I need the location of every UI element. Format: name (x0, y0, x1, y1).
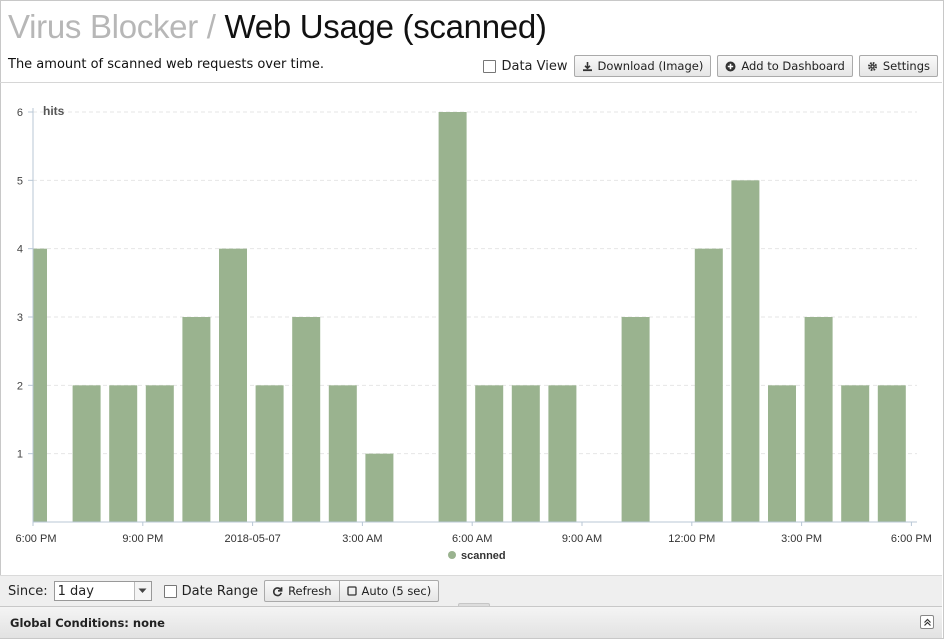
download-image-label: Download (Image) (597, 59, 704, 73)
report-name: Web Usage (scanned) (224, 8, 547, 45)
date-range-checkbox[interactable] (163, 584, 177, 598)
bar (475, 385, 504, 522)
download-icon (582, 61, 593, 72)
y-tick-label: 3 (17, 312, 23, 324)
legend-marker (448, 551, 456, 559)
legend-label: scanned (461, 550, 506, 562)
bar (438, 112, 467, 522)
bar (145, 385, 174, 522)
global-conditions-label: Global Conditions: none (10, 615, 165, 630)
since-select[interactable]: 1 day (53, 581, 152, 601)
x-tick-label: 6:00 AM (452, 533, 492, 545)
x-tick-label: 3:00 AM (342, 533, 382, 545)
bar (804, 317, 833, 522)
since-value: 1 day (57, 583, 94, 599)
refresh-icon (272, 586, 283, 597)
y-tick-label: 5 (17, 175, 23, 187)
report-toolbar: Data View Download (Image) Add to Dashbo… (483, 55, 938, 77)
bar (694, 248, 723, 522)
x-tick-label: 3:00 PM (781, 533, 822, 545)
auto-refresh-button[interactable]: Auto (5 sec) (339, 580, 440, 602)
bar (109, 385, 138, 522)
refresh-label: Refresh (288, 584, 332, 598)
auto-refresh-label: Auto (5 sec) (361, 584, 432, 598)
bar (731, 180, 760, 522)
bar (182, 317, 211, 522)
x-tick-label: 9:00 PM (122, 533, 163, 545)
add-to-dashboard-label: Add to Dashboard (741, 59, 845, 73)
add-to-dashboard-button[interactable]: Add to Dashboard (717, 55, 853, 77)
report-description: The amount of scanned web requests over … (8, 57, 324, 72)
global-conditions-bar[interactable]: Global Conditions: none (0, 606, 942, 638)
download-image-button[interactable]: Download (Image) (573, 55, 712, 77)
web-usage-chart: 1 2 3 4 5 6 hits 6:00 PM 9:00 PM 2018-05-07 3:00 A… (16, 104, 932, 562)
date-range-label: Date Range (181, 583, 259, 599)
settings-label: Settings (882, 59, 930, 73)
time-range-bar: Since: 1 day Date Range Refresh Auto (5 … (0, 575, 942, 606)
plus-circle-icon (725, 61, 736, 72)
bar (72, 385, 101, 522)
bar (768, 385, 796, 522)
title-separator: / (206, 8, 216, 45)
data-view-toggle[interactable]: Data View (483, 58, 568, 74)
bar (877, 385, 906, 522)
x-tick-label: 6:00 PM (16, 533, 57, 545)
gear-icon (867, 61, 878, 72)
since-label: Since: (8, 583, 48, 599)
data-view-checkbox[interactable] (483, 59, 497, 73)
settings-button[interactable]: Settings (858, 55, 938, 77)
bar (511, 385, 540, 522)
bar (548, 385, 577, 522)
y-tick-label: 2 (17, 380, 23, 392)
bar (33, 248, 47, 522)
bar (219, 248, 247, 522)
x-tick-label: 9:00 AM (562, 533, 602, 545)
chevron-down-icon[interactable] (133, 582, 151, 600)
page-title: Virus Blocker / Web Usage (scanned) (8, 6, 547, 48)
x-tick-label: 2018-05-07 (224, 533, 280, 545)
y-axis-label: hits (43, 104, 65, 118)
y-tick-label: 4 (17, 244, 23, 256)
chart-container: 1 2 3 4 5 6 hits 6:00 PM 9:00 PM 2018-05-07 3:00 A… (0, 82, 942, 575)
expand-panel-icon[interactable] (920, 615, 934, 629)
bar (255, 385, 284, 522)
bar (328, 385, 357, 522)
refresh-button[interactable]: Refresh (264, 580, 340, 602)
x-tick-label: 6:00 PM (891, 533, 932, 545)
x-tick-label: 12:00 PM (668, 533, 715, 545)
app-name: Virus Blocker (8, 8, 198, 45)
y-tick-label: 6 (17, 107, 23, 119)
y-tick-label: 1 (17, 449, 23, 461)
date-range-toggle[interactable]: Date Range (163, 583, 259, 599)
refresh-controls: Refresh Auto (5 sec) (264, 580, 440, 602)
data-view-label: Data View (501, 58, 568, 74)
bar (621, 317, 650, 522)
bar (292, 317, 321, 522)
checkbox-empty-icon (346, 586, 357, 596)
bar (841, 385, 870, 522)
bar (365, 453, 394, 522)
